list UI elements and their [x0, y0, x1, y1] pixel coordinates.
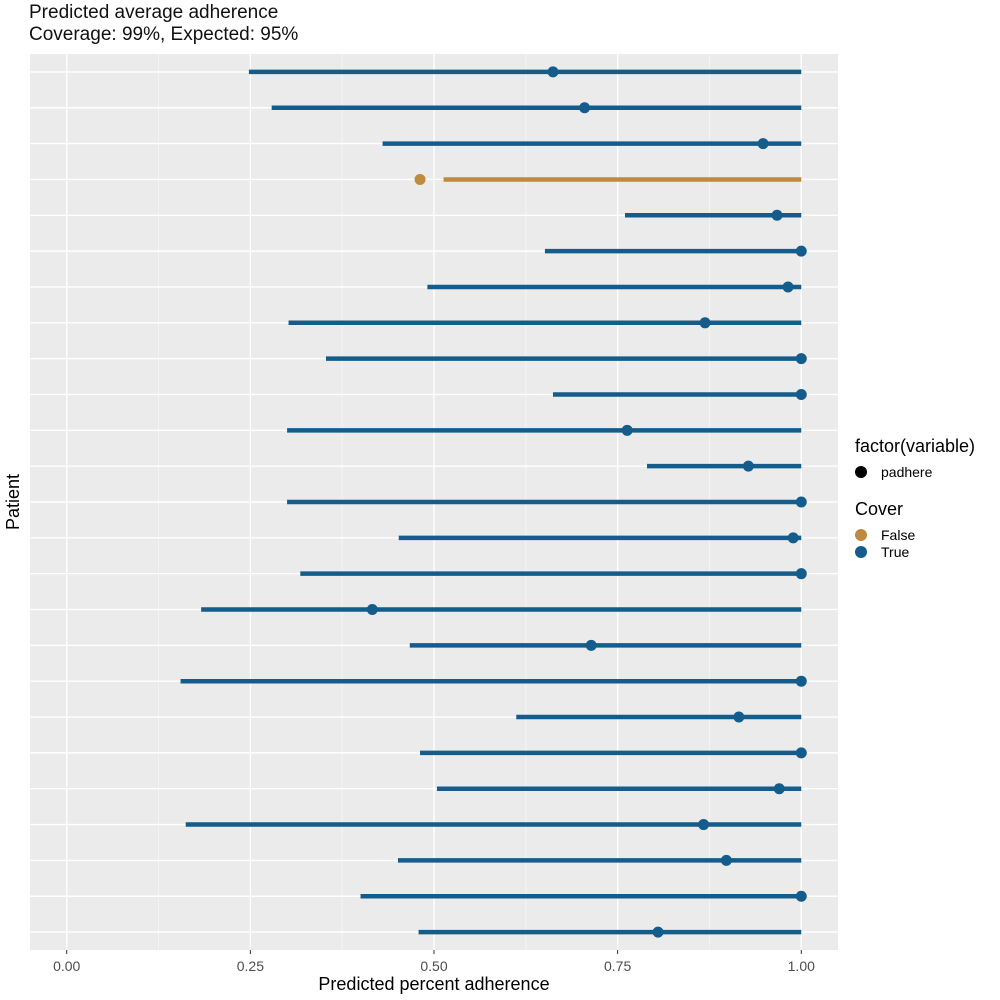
x-tick-label: 0.50	[420, 958, 447, 974]
point-estimate	[652, 926, 664, 938]
point-estimate	[579, 102, 591, 114]
y-axis-title: Patient	[3, 474, 23, 530]
legend-item-false: False	[855, 526, 975, 543]
point-estimate	[795, 747, 807, 759]
point-estimate	[773, 783, 785, 795]
legend-item-true: True	[855, 543, 975, 560]
legend-title-cover: Cover	[855, 499, 904, 519]
point-estimate	[366, 604, 378, 616]
point-estimate	[795, 388, 807, 400]
chart-subtitle: Coverage: 99%, Expected: 95%	[29, 24, 299, 45]
point-estimate	[699, 317, 711, 329]
legend-swatch-false	[855, 528, 867, 541]
point-estimate	[787, 532, 799, 544]
point-estimate	[795, 245, 807, 257]
point-estimate	[795, 353, 807, 365]
point-estimate	[795, 890, 807, 902]
point-estimate	[621, 424, 633, 436]
x-tick-label: 1.00	[788, 958, 815, 974]
point-estimate	[547, 66, 559, 78]
legend-label-true: True	[881, 543, 910, 560]
x-axis-title: Predicted percent adherence	[318, 974, 549, 994]
legend-swatch-padhere	[855, 465, 867, 478]
point-estimate	[795, 568, 807, 580]
legend-label-padhere: padhere	[881, 463, 933, 480]
x-tick-label: 0.00	[53, 958, 80, 974]
point-estimate	[782, 281, 794, 293]
chart-title-block: Predicted average adherence Coverage: 99…	[29, 2, 298, 46]
x-tick-label: 0.75	[604, 958, 631, 974]
point-estimate	[698, 819, 710, 831]
point-estimate	[795, 496, 807, 508]
legend: factor(variable) padhere Cover False Tru…	[855, 436, 975, 560]
legend-item-padhere: padhere	[855, 463, 975, 480]
point-estimate	[585, 639, 597, 651]
point-estimate	[757, 138, 769, 150]
legend-label-false: False	[881, 526, 916, 543]
point-estimate	[771, 209, 783, 221]
x-tick-label: 0.25	[237, 958, 264, 974]
point-estimate	[795, 675, 807, 687]
point-estimate	[733, 711, 745, 723]
point-estimate	[414, 173, 426, 185]
point-estimate	[720, 854, 732, 866]
chart-title: Predicted average adherence	[29, 2, 279, 23]
legend-title-variable: factor(variable)	[855, 436, 976, 456]
point-estimate	[742, 460, 754, 472]
legend-swatch-true	[855, 545, 867, 558]
